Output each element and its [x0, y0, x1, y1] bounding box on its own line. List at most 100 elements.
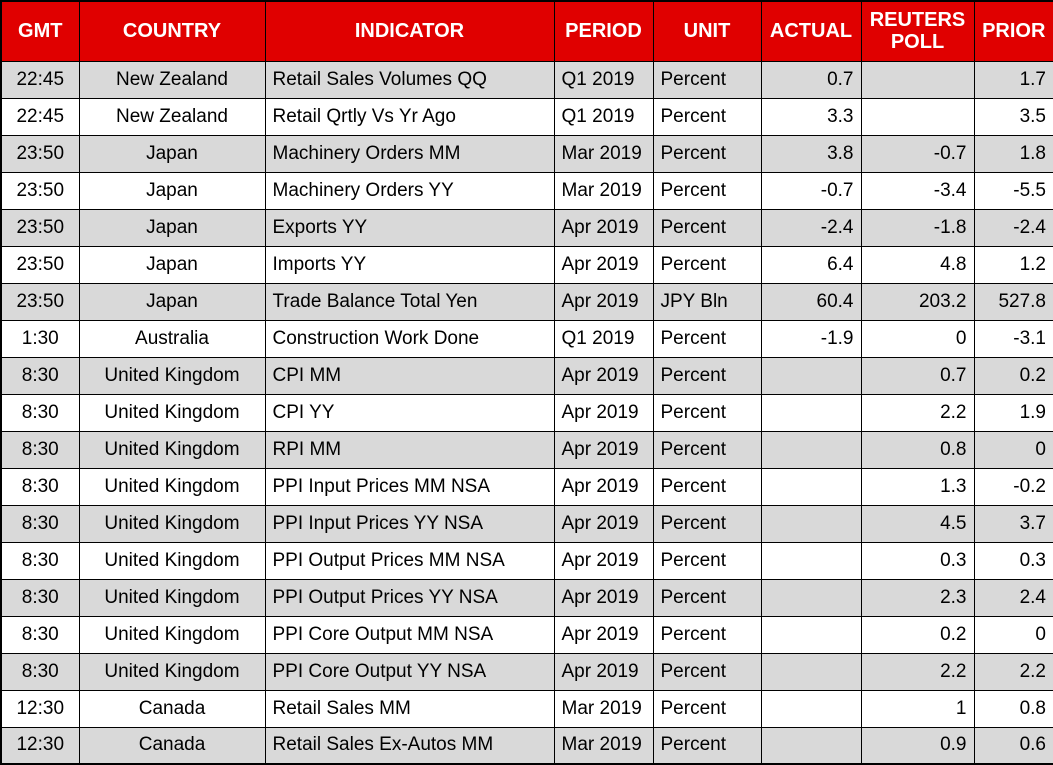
- cell-unit: Percent: [652, 430, 762, 469]
- cell-unit: Percent: [652, 97, 762, 136]
- cell-actual: [760, 430, 862, 469]
- cell-period: Apr 2019: [553, 393, 654, 432]
- cell-indicator: Retail Sales Ex-Autos MM: [264, 726, 555, 765]
- cell-country: Japan: [78, 208, 266, 247]
- table-row: 1:30 Australia Construction Work Done Q1 20…: [0, 319, 1053, 358]
- cell-period: Apr 2019: [553, 615, 654, 654]
- cell-prior: 0: [973, 430, 1053, 469]
- table-row: 8:30 United Kingdom RPI MM Apr 2019 Percent 0…: [0, 430, 1053, 469]
- cell-prior: -2.4: [973, 208, 1053, 247]
- cell-country: Japan: [78, 282, 266, 321]
- cell-actual: 60.4: [760, 282, 862, 321]
- cell-unit: Percent: [652, 134, 762, 173]
- cell-indicator: Machinery Orders MM: [264, 134, 555, 173]
- table-row: 8:30 United Kingdom PPI Input Prices YY NS…: [0, 504, 1053, 543]
- cell-period: Mar 2019: [553, 689, 654, 728]
- cell-country: United Kingdom: [78, 578, 266, 617]
- table-row: 22:45 New Zealand Retail Qrtly Vs Yr Ago Q1…: [0, 97, 1053, 136]
- cell-gmt: 8:30: [0, 615, 80, 654]
- table-row: 8:30 United Kingdom PPI Output Prices MM N…: [0, 541, 1053, 580]
- cell-gmt: 12:30: [0, 689, 80, 728]
- cell-unit: Percent: [652, 60, 762, 99]
- table-row: 8:30 United Kingdom CPI YY Apr 2019 Percent 2…: [0, 393, 1053, 432]
- cell-period: Apr 2019: [553, 282, 654, 321]
- col-header-reuters-poll: REUTERS POLL: [860, 0, 975, 62]
- cell-gmt: 8:30: [0, 504, 80, 543]
- table-row: 23:50 Japan Machinery Orders MM Mar 2019 Per…: [0, 134, 1053, 173]
- cell-indicator: RPI MM: [264, 430, 555, 469]
- cell-gmt: 12:30: [0, 726, 80, 765]
- cell-poll: -0.7: [860, 134, 975, 173]
- cell-period: Apr 2019: [553, 541, 654, 580]
- cell-indicator: PPI Output Prices MM NSA: [264, 541, 555, 580]
- cell-period: Apr 2019: [553, 208, 654, 247]
- col-header-period: PERIOD: [553, 0, 654, 62]
- cell-country: United Kingdom: [78, 541, 266, 580]
- cell-country: Canada: [78, 689, 266, 728]
- cell-unit: Percent: [652, 689, 762, 728]
- cell-indicator: Retail Sales MM: [264, 689, 555, 728]
- cell-unit: Percent: [652, 726, 762, 765]
- cell-indicator: Retail Sales Volumes QQ: [264, 60, 555, 99]
- cell-gmt: 8:30: [0, 393, 80, 432]
- cell-gmt: 23:50: [0, 134, 80, 173]
- cell-unit: Percent: [652, 578, 762, 617]
- cell-gmt: 8:30: [0, 467, 80, 506]
- cell-prior: 1.7: [973, 60, 1053, 99]
- table-row: 23:50 Japan Machinery Orders YY Mar 2019 Per…: [0, 171, 1053, 210]
- cell-period: Apr 2019: [553, 430, 654, 469]
- cell-gmt: 8:30: [0, 541, 80, 580]
- cell-prior: -0.2: [973, 467, 1053, 506]
- cell-unit: Percent: [652, 356, 762, 395]
- cell-unit: Percent: [652, 319, 762, 358]
- cell-period: Apr 2019: [553, 245, 654, 284]
- cell-period: Apr 2019: [553, 356, 654, 395]
- table-row: 22:45 New Zealand Retail Sales Volumes QQ Q…: [0, 60, 1053, 99]
- cell-gmt: 23:50: [0, 282, 80, 321]
- table-row: 8:30 United Kingdom PPI Core Output YY NSA…: [0, 652, 1053, 691]
- cell-actual: 3.3: [760, 97, 862, 136]
- cell-prior: 1.8: [973, 134, 1053, 173]
- cell-poll: -3.4: [860, 171, 975, 210]
- cell-poll: -1.8: [860, 208, 975, 247]
- cell-actual: [760, 726, 862, 765]
- cell-country: United Kingdom: [78, 393, 266, 432]
- cell-poll: 2.2: [860, 652, 975, 691]
- cell-prior: 3.7: [973, 504, 1053, 543]
- cell-gmt: 23:50: [0, 208, 80, 247]
- cell-country: Japan: [78, 134, 266, 173]
- cell-actual: [760, 578, 862, 617]
- cell-poll: 0: [860, 319, 975, 358]
- cell-indicator: PPI Output Prices YY NSA: [264, 578, 555, 617]
- cell-country: New Zealand: [78, 97, 266, 136]
- cell-unit: Percent: [652, 171, 762, 210]
- col-header-unit: UNIT: [652, 0, 762, 62]
- cell-gmt: 8:30: [0, 652, 80, 691]
- cell-actual: 3.8: [760, 134, 862, 173]
- col-header-actual: ACTUAL: [760, 0, 862, 62]
- cell-prior: 0.2: [973, 356, 1053, 395]
- cell-indicator: PPI Core Output MM NSA: [264, 615, 555, 654]
- cell-unit: Percent: [652, 615, 762, 654]
- col-header-prior: PRIOR: [973, 0, 1053, 62]
- cell-actual: -2.4: [760, 208, 862, 247]
- col-header-gmt: GMT: [0, 0, 80, 62]
- cell-country: Japan: [78, 171, 266, 210]
- cell-gmt: 8:30: [0, 578, 80, 617]
- cell-country: Japan: [78, 245, 266, 284]
- cell-actual: 0.7: [760, 60, 862, 99]
- table-row: 23:50 Japan Imports YY Apr 2019 Percent 6.4 4.…: [0, 245, 1053, 284]
- cell-country: New Zealand: [78, 60, 266, 99]
- cell-period: Mar 2019: [553, 134, 654, 173]
- cell-country: Australia: [78, 319, 266, 358]
- col-header-indicator: INDICATOR: [264, 0, 555, 62]
- cell-indicator: PPI Input Prices MM NSA: [264, 467, 555, 506]
- cell-prior: 1.9: [973, 393, 1053, 432]
- cell-actual: -0.7: [760, 171, 862, 210]
- cell-actual: [760, 356, 862, 395]
- cell-actual: [760, 652, 862, 691]
- cell-poll: 0.2: [860, 615, 975, 654]
- cell-country: Canada: [78, 726, 266, 765]
- table-row: 23:50 Japan Exports YY Apr 2019 Percent -2.4-…: [0, 208, 1053, 247]
- table-row: 8:30 United Kingdom PPI Core Output MM NSA…: [0, 615, 1053, 654]
